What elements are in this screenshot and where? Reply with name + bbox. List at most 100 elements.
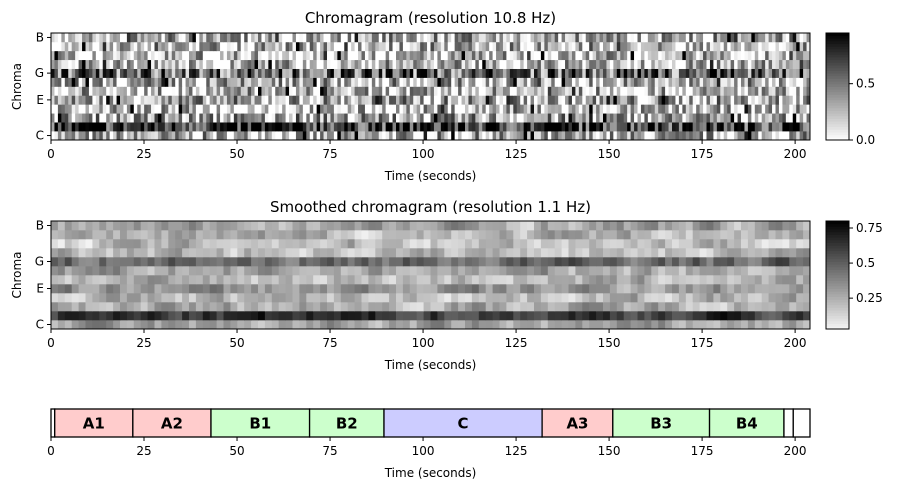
- chromagram-cell: [223, 113, 228, 123]
- chromagram-cell: [64, 33, 69, 43]
- chromagram-cell: [523, 68, 528, 78]
- chromagram-cell: [668, 33, 673, 43]
- chromagram-cell: [282, 77, 286, 87]
- smoothed-chromagram-cell: [161, 311, 169, 321]
- chromagram-cell: [609, 122, 614, 132]
- chromagram-cell: [385, 86, 390, 96]
- chromagram-cell: [251, 113, 255, 123]
- chromagram-cell: [778, 77, 783, 87]
- chromagram-cell: [409, 59, 414, 69]
- chromagram-cell: [547, 33, 552, 43]
- chromagram-cell: [685, 131, 690, 141]
- smoothed-chromagram-cell: [534, 320, 542, 330]
- chromagram-cell: [57, 50, 62, 61]
- chromagram-cell: [199, 33, 204, 43]
- chromagram-cell: [544, 122, 549, 132]
- chromagram-cell: [806, 131, 811, 141]
- smoothed-chromagram-cell: [161, 284, 169, 294]
- chromagram-cell: [140, 77, 145, 87]
- chromagram-cell: [99, 95, 104, 105]
- chromagram-cell: [720, 41, 725, 52]
- chromagram-cell: [561, 131, 566, 141]
- chromagram-cell: [675, 131, 680, 141]
- chromagram-cell: [454, 104, 459, 114]
- smoothed-chromagram-cell: [126, 293, 135, 303]
- chromagram-cell: [634, 33, 638, 43]
- chromagram-cell: [192, 104, 197, 114]
- chromagram-cell: [323, 86, 328, 96]
- chromagram-cell: [423, 113, 428, 123]
- smoothed-chromagram-cell: [630, 311, 638, 321]
- smoothed-chromagram-cell: [644, 266, 652, 276]
- smoothed-chromagram-cell: [51, 275, 59, 285]
- smoothed-chromagram-cell: [596, 257, 604, 267]
- smoothed-chromagram-cell: [561, 275, 569, 285]
- chromagram-cell: [637, 41, 642, 52]
- smoothed-chromagram-cell: [202, 311, 211, 321]
- smoothed-chromagram-cell: [651, 239, 659, 249]
- chromagram-cell: [382, 113, 387, 123]
- smoothed-chromagram-cell: [223, 320, 231, 330]
- smoothed-chromagram-cell: [313, 320, 321, 330]
- chromagram-cell: [233, 68, 238, 78]
- chromagram-cell: [302, 59, 307, 69]
- chromagram-cell: [344, 41, 349, 52]
- chromagram-cell: [223, 59, 228, 69]
- chromagram-cell: [154, 59, 159, 69]
- smoothed-chromagram-cell: [51, 257, 59, 267]
- smoothed-chromagram-cell: [465, 239, 473, 249]
- chromagram-cell: [251, 59, 255, 69]
- chromagram-cell: [551, 131, 556, 141]
- smoothed-chromagram-cell: [113, 275, 121, 285]
- smoothed-chromagram-cell: [596, 266, 604, 276]
- smoothed-chromagram-cell: [416, 266, 424, 276]
- smoothed-chromagram-cell: [747, 311, 756, 321]
- smoothed-chromagram-cell: [575, 320, 583, 330]
- chromagram-cell: [223, 86, 228, 96]
- smoothed-chromagram-cell: [444, 257, 452, 267]
- smoothed-chromagram-cell: [154, 320, 162, 330]
- chromagram-cell: [64, 68, 69, 78]
- smoothed-chromagram-cell: [789, 230, 797, 240]
- smoothed-chromagram-cell: [168, 221, 176, 231]
- chromagram-cell: [271, 86, 276, 96]
- chromagram-cell: [806, 95, 811, 105]
- chromagram-cell: [433, 77, 438, 87]
- chromagram-cell: [371, 41, 376, 52]
- chromagram-cell: [640, 122, 645, 132]
- chromagram-cell: [206, 95, 211, 105]
- smoothed-chromagram-cell: [51, 248, 59, 258]
- chromagram-cell: [144, 104, 148, 114]
- smoothed-chromagram-cell: [402, 320, 411, 330]
- smoothed-chromagram-cell: [258, 320, 266, 330]
- chromagram-cell: [240, 104, 245, 114]
- chromagram-cell: [603, 50, 607, 61]
- chromagram-cell: [109, 50, 114, 61]
- chromagram-cell: [278, 68, 283, 78]
- chromagram-cell: [685, 50, 690, 61]
- smoothed-chromagram-cell: [623, 230, 631, 240]
- smoothed-chromagram-cell: [527, 257, 535, 267]
- chromagram-cell: [454, 95, 459, 105]
- chromagram-cell: [268, 131, 273, 141]
- smoothed-chromagram-cell: [520, 230, 528, 240]
- chromagram-cell: [85, 113, 90, 123]
- smoothed-chromagram-cell: [340, 320, 349, 330]
- chromagram-cell: [727, 33, 732, 43]
- chromagram-cell: [792, 33, 797, 43]
- chromagram-colorbar-step: [826, 78, 849, 82]
- smoothed-chromagram-colorbar-step: [826, 320, 849, 324]
- chromagram-cell: [661, 95, 666, 105]
- smoothed-chromagram-cell: [147, 302, 155, 312]
- chromagram-cell: [492, 104, 497, 114]
- smoothed-chromagram-cell: [630, 275, 638, 285]
- chromagram-cell: [261, 86, 266, 96]
- chromagram-cell: [661, 41, 666, 52]
- smoothed-chromagram-cell: [458, 257, 466, 267]
- chromagram-cell: [720, 113, 725, 123]
- smoothed-chromagram-colorbar-step: [826, 326, 849, 330]
- chromagram-cell: [568, 77, 573, 87]
- chromagram-cell: [233, 131, 238, 141]
- smoothed-chromagram-cell: [306, 221, 314, 231]
- chromagram-cell: [772, 131, 776, 141]
